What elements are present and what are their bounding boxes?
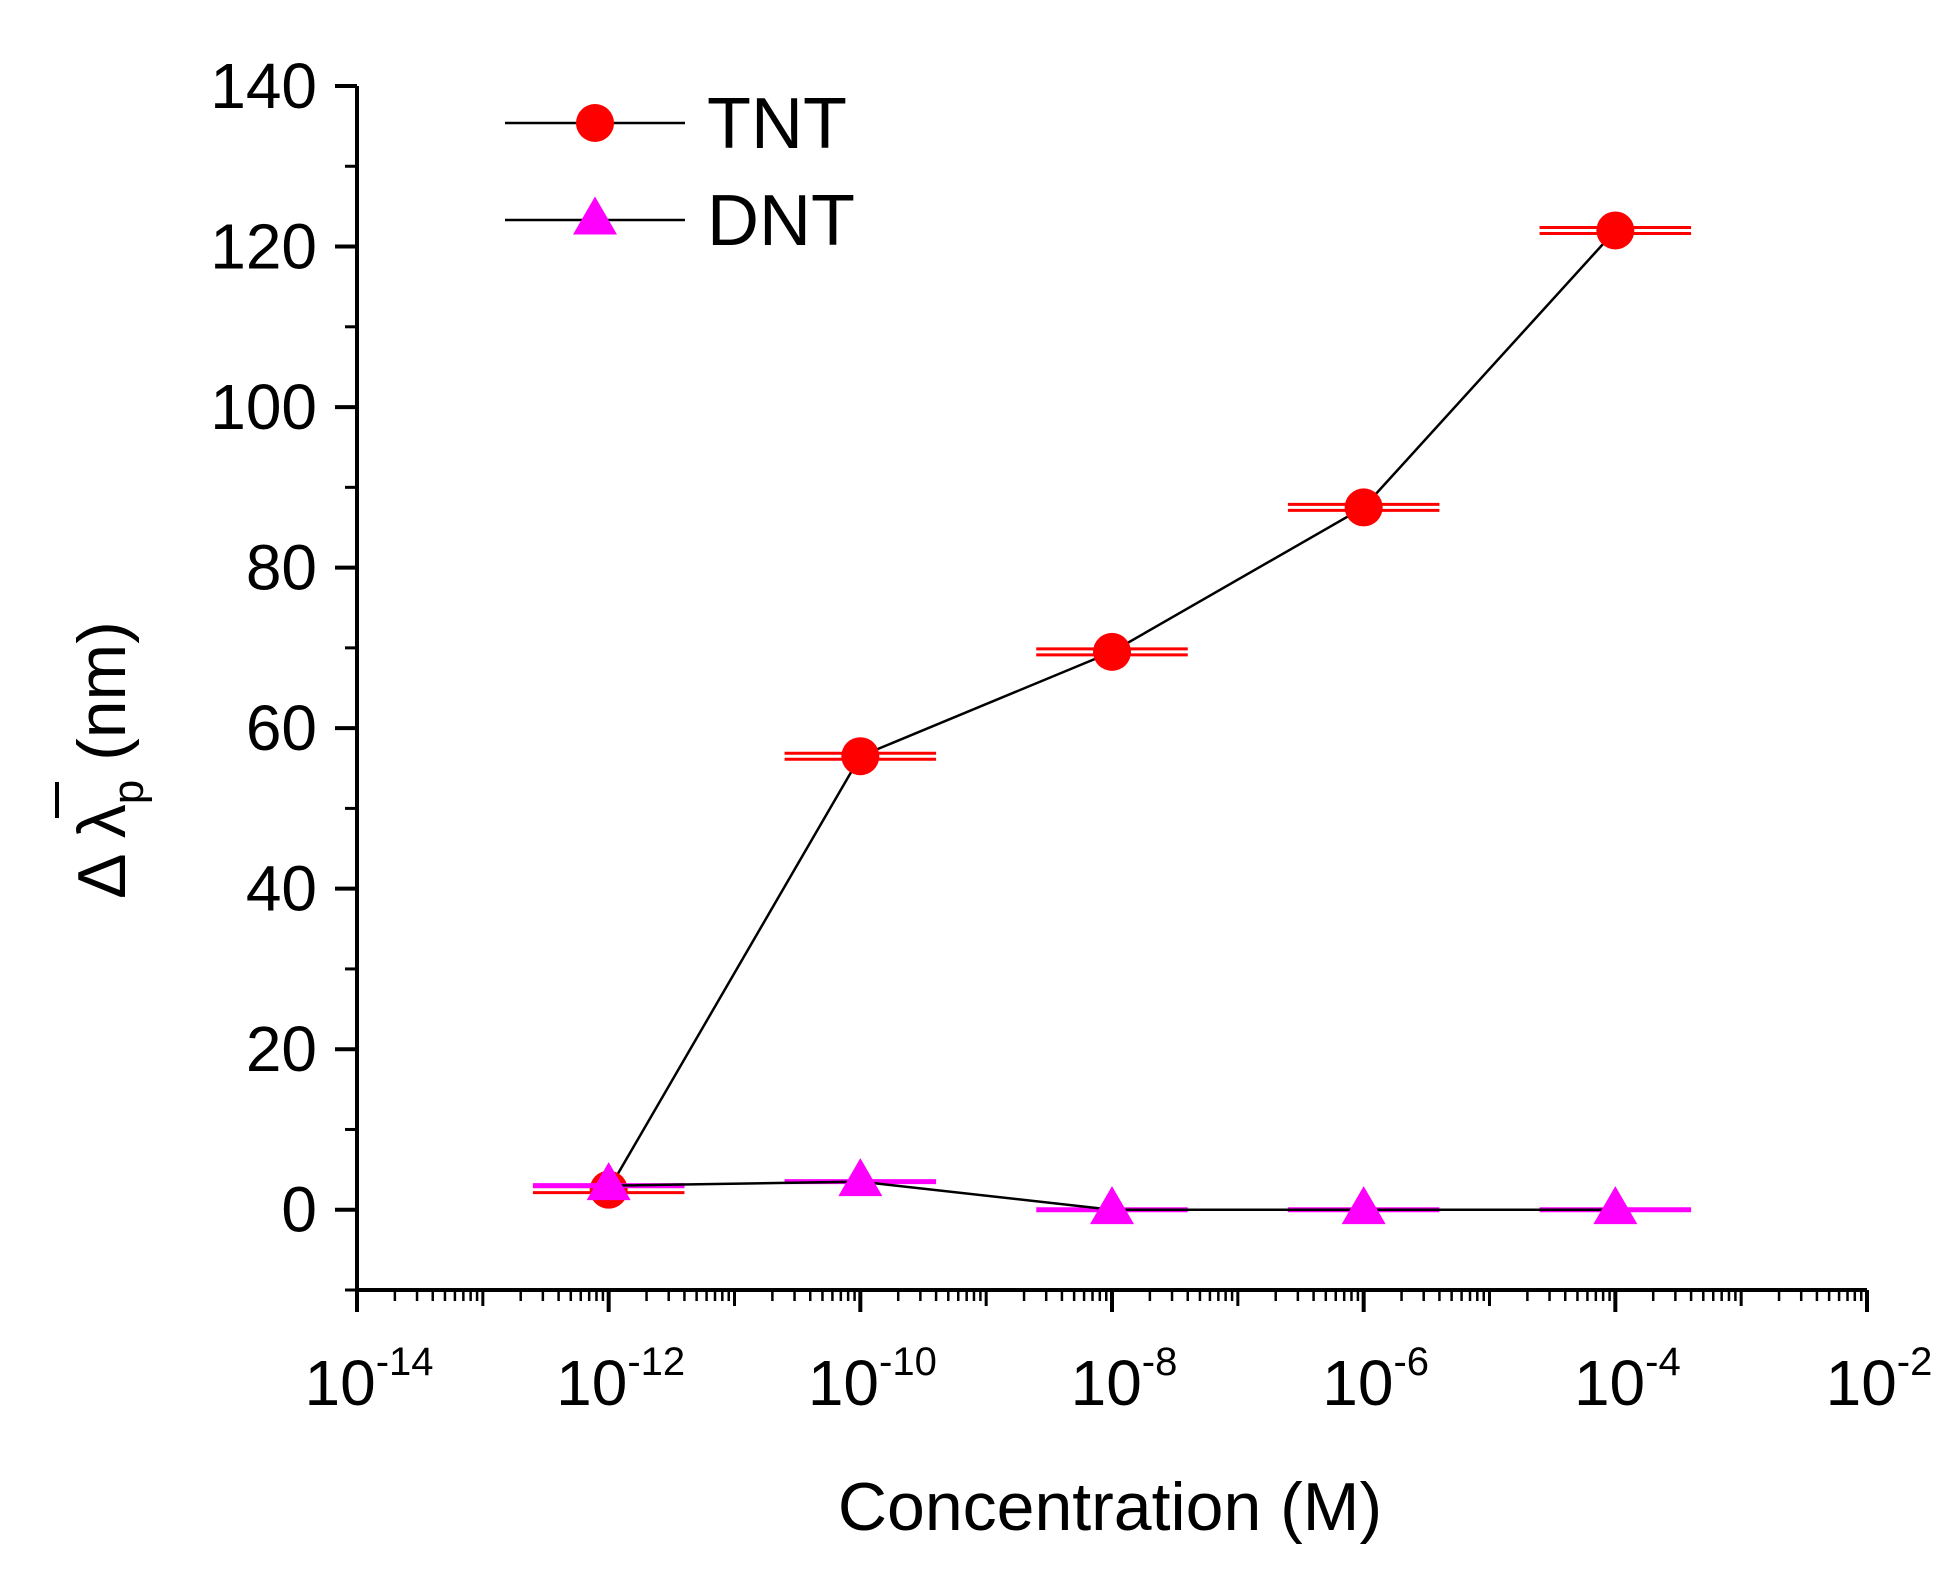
x-tick-base: 10 — [1826, 1347, 1897, 1419]
x-tick-base: 10 — [808, 1347, 879, 1419]
series-tnt — [532, 211, 1692, 1209]
data-point — [1341, 1186, 1386, 1225]
y-tick-label: 40 — [246, 853, 317, 925]
legend-entry-dnt: DNT — [505, 181, 855, 261]
plot-area — [532, 211, 1692, 1225]
y-axis-title-subscript: p — [104, 780, 153, 804]
y-tick-label: 20 — [246, 1013, 317, 1085]
x-tick-exponent: -10 — [879, 1340, 937, 1384]
x-tick-exponent: -14 — [376, 1340, 434, 1384]
x-tick-exponent: -8 — [1142, 1340, 1178, 1384]
axes — [335, 84, 1869, 1312]
x-tick-label: 10-12 — [556, 1340, 685, 1419]
x-tick-base: 10 — [1322, 1347, 1393, 1419]
x-tick-base: 10 — [556, 1347, 627, 1419]
y-tick-label: 0 — [281, 1174, 317, 1246]
x-tick-exponent: -6 — [1393, 1340, 1429, 1384]
y-tick-label: 60 — [246, 692, 317, 764]
x-tick-exponent: -4 — [1645, 1340, 1681, 1384]
y-axis-title-unit: (nm) — [64, 621, 140, 780]
x-axis-title: Concentration (M) — [838, 1469, 1382, 1545]
legend-entry-tnt: TNT — [505, 84, 847, 164]
x-tick-exponent: -12 — [627, 1340, 685, 1384]
legend-marker — [576, 104, 614, 142]
data-point — [1090, 1186, 1134, 1225]
y-axis-title-symbol: λ — [64, 804, 140, 838]
x-tick-label: 10-14 — [305, 1340, 434, 1419]
y-axis-title-prefix: Δ — [64, 838, 140, 899]
x-tick-exponent: -2 — [1897, 1340, 1933, 1384]
legend: TNT DNT — [505, 84, 855, 261]
series-line — [607, 229, 1617, 1191]
data-point — [841, 737, 880, 776]
x-tick-label: 10-2 — [1826, 1340, 1933, 1419]
legend-label: DNT — [707, 181, 855, 261]
data-point — [1596, 211, 1635, 250]
x-tick-label: 10-10 — [808, 1340, 937, 1419]
legend-label: TNT — [707, 84, 847, 164]
x-tick-label: 10-4 — [1574, 1340, 1681, 1419]
data-point — [838, 1158, 883, 1197]
x-tick-base: 10 — [1071, 1347, 1142, 1419]
legend-marker — [573, 196, 617, 235]
y-tick-label: 140 — [210, 50, 317, 122]
data-point — [586, 1162, 631, 1201]
y-axis-title: Δ λp (nm) — [55, 621, 153, 899]
x-tick-base: 10 — [1574, 1347, 1645, 1419]
y-tick-label: 120 — [210, 211, 317, 283]
x-tick-base: 10 — [305, 1347, 376, 1419]
data-point — [1344, 488, 1383, 527]
x-tick-label: 10-6 — [1322, 1340, 1429, 1419]
svg-text:Δ λp (nm): Δ λp (nm) — [64, 621, 153, 899]
x-tick-label: 10-8 — [1071, 1340, 1178, 1419]
y-tick-label: 100 — [210, 371, 317, 443]
series-dnt — [532, 1158, 1692, 1225]
data-point — [1593, 1186, 1638, 1225]
data-point — [1093, 632, 1131, 671]
y-tick-label: 80 — [246, 532, 317, 604]
